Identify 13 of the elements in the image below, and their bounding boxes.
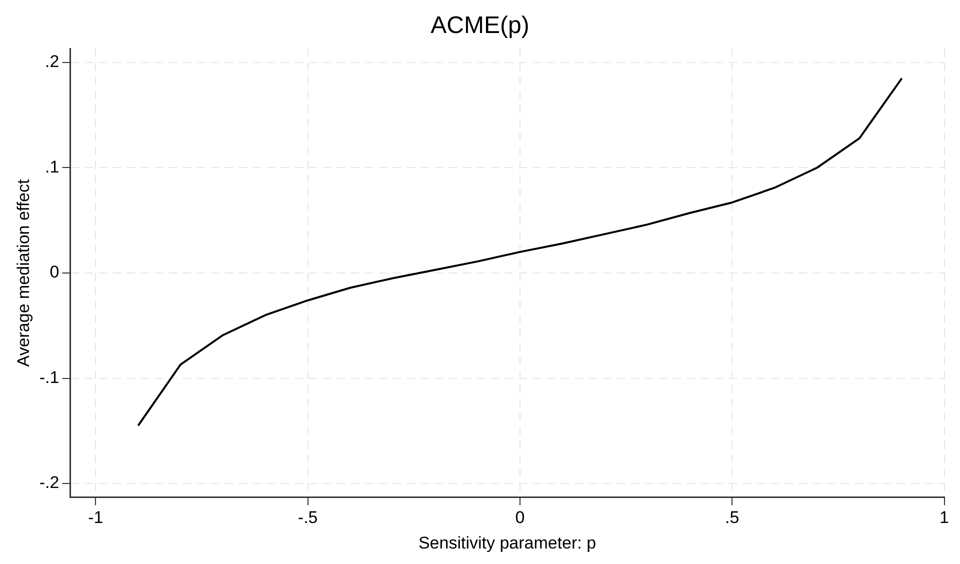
y-tick-label: -.1: [39, 368, 60, 387]
x-tick-label: -1: [88, 508, 104, 528]
y-tick-label: .1: [45, 157, 60, 176]
y-tick-label: .2: [45, 52, 60, 72]
x-tick-label: -.5: [298, 508, 318, 528]
y-axis-title: Average mediation effect: [14, 179, 33, 367]
x-tick-label: 1: [940, 508, 950, 528]
chart-title: ACME(p): [430, 12, 530, 40]
x-axis-title: Sensitivity parameter: p: [418, 533, 596, 552]
x-tick-label: 0: [515, 508, 525, 528]
x-tick-label: .5: [725, 508, 740, 528]
y-tick-label: -.2: [39, 473, 60, 492]
y-tick-label: 0: [50, 262, 60, 282]
